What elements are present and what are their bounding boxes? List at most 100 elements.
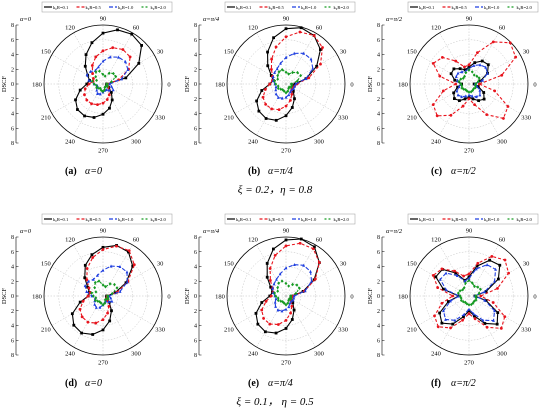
radial-tick-label: 0 <box>194 294 197 300</box>
data-point <box>452 97 456 101</box>
data-point <box>288 301 292 305</box>
data-point <box>438 277 442 281</box>
data-point <box>290 318 294 321</box>
legend-box <box>407 1 539 13</box>
data-point <box>291 298 295 302</box>
radial-tick-label: 8 <box>194 141 197 147</box>
data-point <box>94 74 98 79</box>
series-4 <box>273 279 301 307</box>
chart-panel-1: k₀R=0.1 k₀R=0.5 k₀R=1.0 k₀R=2.0030609012015… <box>1 1 173 177</box>
data-point <box>276 285 280 290</box>
angle-tick-label: 240 <box>248 351 258 358</box>
data-point <box>103 301 107 305</box>
radial-tick-label: 2 <box>377 67 380 73</box>
data-point <box>500 73 504 77</box>
data-point <box>494 267 497 271</box>
data-point <box>438 74 442 78</box>
data-point <box>472 73 476 77</box>
angle-tick-label: 30 <box>157 49 164 56</box>
data-point <box>491 301 495 304</box>
data-point <box>490 255 494 258</box>
data-point <box>80 315 84 319</box>
data-point <box>85 289 89 294</box>
data-point <box>454 59 458 63</box>
data-point <box>263 88 267 91</box>
data-point <box>92 294 95 298</box>
data-point <box>273 253 277 257</box>
angle-tick-label: 330 <box>155 327 165 334</box>
angle-tick-label: 300 <box>314 139 324 146</box>
radial-axis: 0 2 2 4 4 6 6 8 8 DSCF <box>1 235 19 359</box>
data-point <box>460 95 464 99</box>
alpha-annotation: α=π/2 <box>386 16 403 23</box>
data-point <box>471 88 475 93</box>
data-point <box>90 291 94 295</box>
legend-box <box>41 213 173 225</box>
data-point <box>292 51 296 55</box>
radial-axis-label: DSCF <box>367 75 374 92</box>
data-point <box>270 57 274 61</box>
radial-tick-label: 8 <box>11 141 14 147</box>
data-point <box>440 321 444 325</box>
legend-entry: k₀R=2.0 <box>334 5 350 10</box>
data-point <box>467 303 471 307</box>
data-point <box>255 99 259 103</box>
data-point <box>110 299 114 303</box>
data-point <box>289 89 292 94</box>
alpha-annotation: α=0 <box>20 228 32 235</box>
data-point <box>467 278 471 283</box>
data-point <box>280 68 284 72</box>
data-point <box>288 98 292 102</box>
grid-spoke <box>256 295 287 348</box>
grid-circle <box>271 69 301 99</box>
angle-tick-label: 270 <box>464 148 474 155</box>
data-point <box>279 87 283 91</box>
angle-tick-label: 330 <box>521 327 531 334</box>
series-line <box>83 47 131 106</box>
data-point <box>101 49 105 53</box>
data-point <box>257 109 261 113</box>
angle-tick-label: 0 <box>533 82 536 89</box>
grid-spoke <box>285 54 338 85</box>
grid-spoke <box>439 83 470 136</box>
data-point <box>315 64 319 68</box>
data-point <box>272 282 276 286</box>
data-point <box>462 87 466 91</box>
radial-tick-label: 0 <box>11 294 14 300</box>
data-point <box>472 312 476 316</box>
grid-spoke <box>102 83 133 136</box>
data-point <box>104 285 107 289</box>
data-point <box>86 279 90 283</box>
data-point <box>481 318 485 322</box>
radial-tick-label: 4 <box>377 265 380 271</box>
polar-grid: 0 30 60 90 120 150 180 210 240 270 300 330 <box>215 228 354 367</box>
data-point <box>444 288 448 292</box>
data-point <box>114 74 118 79</box>
data-point <box>482 91 486 94</box>
data-point <box>110 84 113 88</box>
data-point <box>436 325 440 329</box>
grid-circle <box>256 54 316 114</box>
data-point <box>461 318 464 322</box>
data-point <box>514 55 518 59</box>
radial-tick-label: 4 <box>377 53 380 59</box>
data-point <box>476 79 480 84</box>
panel-caption-text: α=0 <box>85 166 102 177</box>
angle-tick-label: 150 <box>407 49 417 56</box>
data-point <box>298 241 302 245</box>
radial-tick-label: 6 <box>377 126 380 132</box>
data-point <box>83 93 86 97</box>
data-point <box>85 73 89 77</box>
data-point <box>483 322 487 325</box>
data-point <box>277 281 281 285</box>
angle-tick-label: 120 <box>65 24 75 31</box>
data-point <box>467 312 471 316</box>
data-point <box>460 70 464 74</box>
angle-tick-label: 210 <box>224 327 234 334</box>
data-point <box>101 72 105 77</box>
data-point <box>472 299 476 303</box>
data-point <box>113 282 116 287</box>
data-point <box>440 301 444 305</box>
data-point <box>310 279 313 283</box>
radial-tick-label: 6 <box>11 38 14 44</box>
